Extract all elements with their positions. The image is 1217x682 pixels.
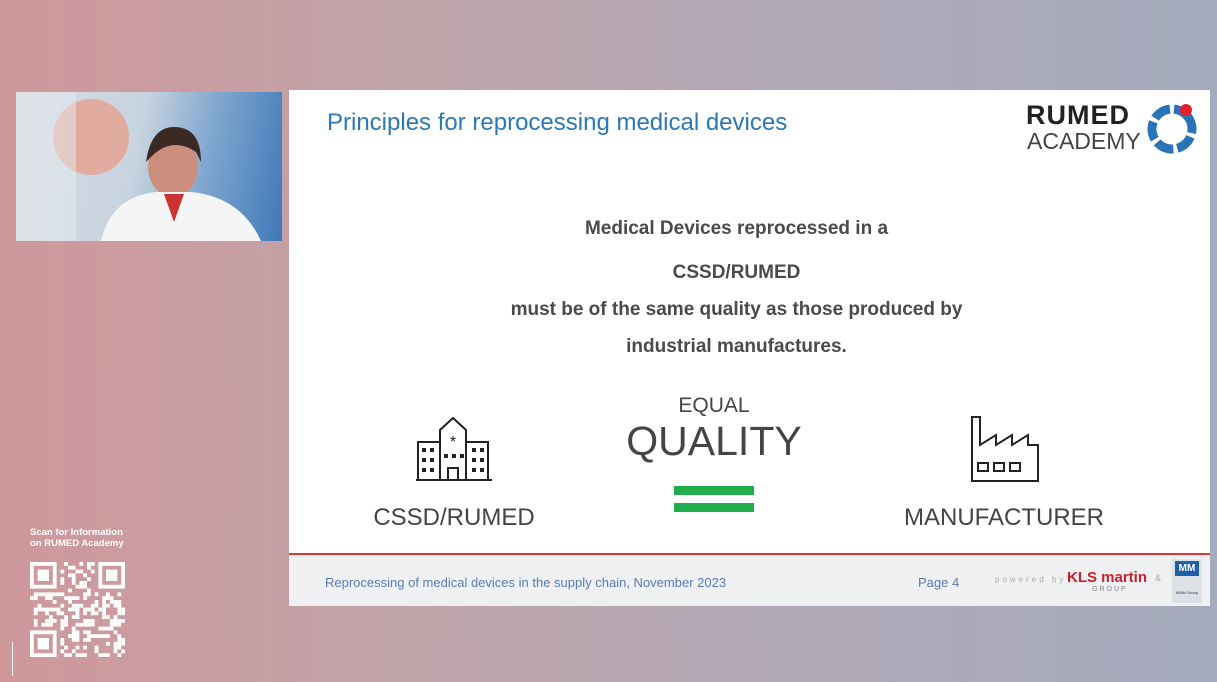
kls-martin-logo: KLS martin bbox=[1067, 569, 1148, 586]
footer-text: Reprocessing of medical devices in the s… bbox=[325, 575, 727, 590]
factory-icon bbox=[971, 416, 1039, 482]
slide-title: Principles for reprocessing medical devi… bbox=[327, 109, 788, 136]
mmm-group-logo: MM MMM Group bbox=[1172, 559, 1202, 603]
statement-line-1: Medical Devices reprocessed in a bbox=[584, 218, 889, 239]
equals-icon bbox=[674, 486, 754, 512]
statement-line-4: industrial manufactures. bbox=[626, 336, 847, 357]
qr-caption: Scan for Information on RUMED Academy bbox=[30, 527, 124, 549]
svg-text:*: * bbox=[450, 434, 456, 451]
rumed-academy-logo: RUMED ACADEMY bbox=[1026, 98, 1202, 156]
presenter-webcam bbox=[16, 92, 282, 241]
divider bbox=[12, 642, 13, 676]
presenter-video bbox=[16, 92, 261, 241]
presentation-slide: Principles for reprocessing medical devi… bbox=[289, 90, 1210, 606]
rumed-ring-icon bbox=[1147, 104, 1197, 154]
hospital-icon: * bbox=[416, 416, 492, 481]
statement-line-2: CSSD/RUMED bbox=[672, 262, 801, 283]
statement-line-3: must be of the same quality as those pro… bbox=[510, 299, 963, 320]
manufacturer-label: MANUFACTURER bbox=[903, 504, 1104, 531]
powered-by: powered by bbox=[995, 575, 1067, 584]
qr-code[interactable] bbox=[30, 562, 125, 657]
slide-footer: Reprocessing of medical devices in the s… bbox=[289, 553, 1210, 606]
cssd-rumed-label: CSSD/RUMED bbox=[373, 504, 535, 531]
page-number: Page 4 bbox=[918, 575, 960, 590]
equal-label: EQUAL bbox=[678, 394, 750, 417]
quality-label: QUALITY bbox=[626, 418, 802, 464]
